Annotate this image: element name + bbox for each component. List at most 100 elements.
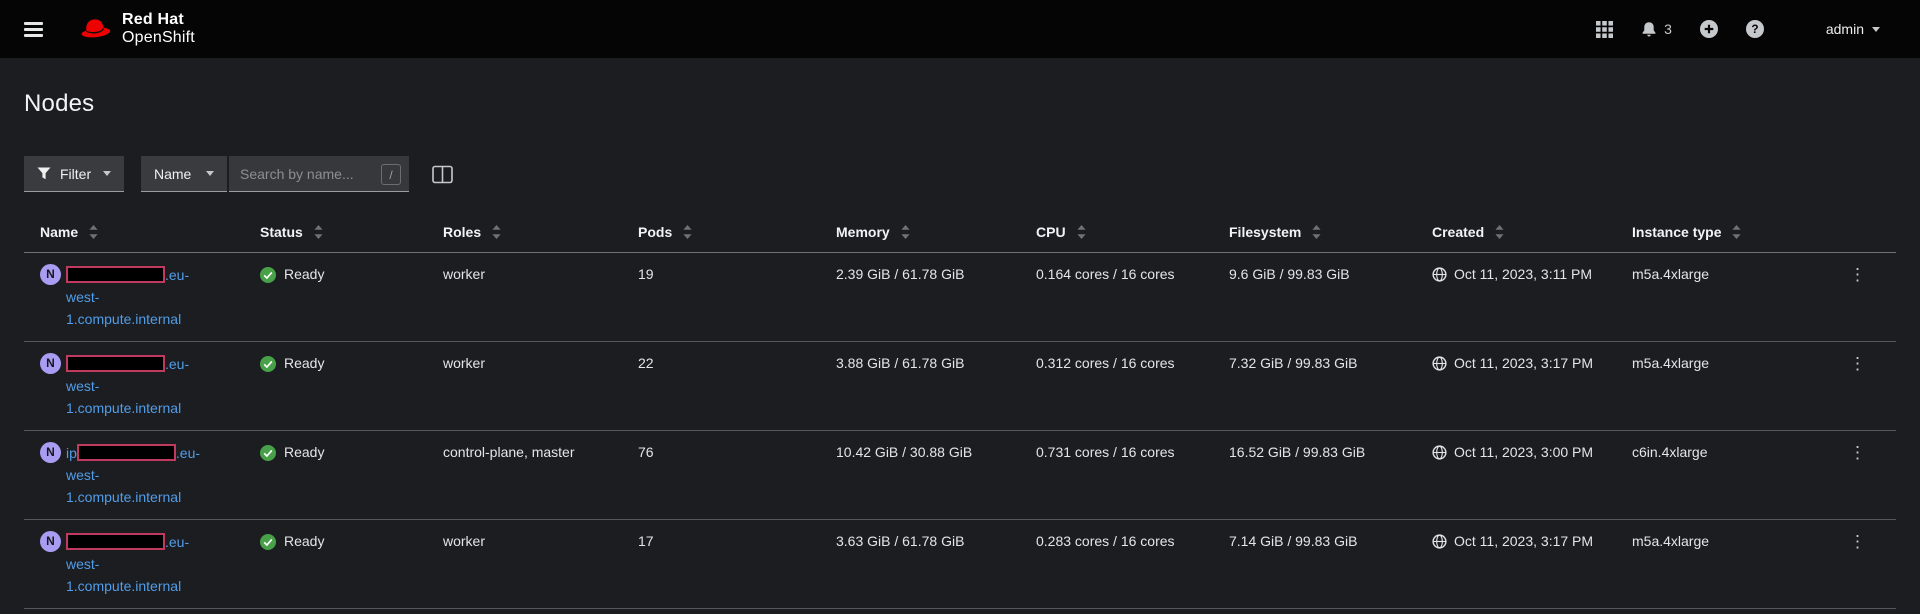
sort-icon — [683, 225, 692, 239]
cpu-cell: 0.283 cores / 16 cores — [1036, 533, 1175, 549]
search-field-wrap: / — [229, 156, 409, 192]
brand-logo[interactable]: Red Hat OpenShift — [76, 11, 195, 47]
column-header[interactable]: Memory — [820, 218, 1020, 253]
column-header[interactable]: Pods — [622, 218, 820, 253]
column-header[interactable]: Filesystem — [1213, 218, 1416, 253]
roles-cell: worker — [443, 266, 486, 282]
quick-create-button[interactable] — [1699, 20, 1718, 38]
status-text: Ready — [284, 266, 325, 282]
memory-cell: 2.39 GiB / 61.78 GiB — [836, 266, 965, 282]
roles-cell: worker — [443, 355, 486, 371]
columns-icon — [432, 165, 453, 183]
filter-dropdown-button[interactable]: Filter — [24, 156, 124, 192]
column-header-label: Created — [1432, 224, 1485, 240]
roles-cell: control-plane, master — [443, 444, 575, 460]
brand-text: Red Hat OpenShift — [122, 11, 195, 47]
page-title: Nodes — [24, 90, 95, 117]
node-resource-badge-icon: N — [40, 442, 61, 463]
redacted-node-name — [66, 266, 165, 283]
sort-icon — [1312, 225, 1321, 239]
nodes-page: Nodes Filter Name / — [0, 58, 1920, 609]
instance-type-cell: m5a.4xlarge — [1632, 266, 1710, 282]
table-header-row: Name Status Roles Pods Memory CPU Filesy… — [24, 218, 1896, 253]
sort-icon — [1076, 225, 1086, 239]
column-header-label: Instance type — [1632, 224, 1722, 240]
created-cell: Oct 11, 2023, 3:11 PM — [1416, 253, 1616, 342]
search-attribute-dropdown[interactable]: Name — [141, 156, 227, 192]
user-menu-button[interactable]: admin — [1826, 21, 1880, 37]
filesystem-cell: 16.52 GiB / 99.83 GiB — [1229, 444, 1366, 460]
memory-cell: 3.63 GiB / 61.78 GiB — [836, 533, 965, 549]
status-cell: Ready — [244, 342, 427, 431]
redacted-node-name — [66, 533, 165, 550]
created-text: Oct 11, 2023, 3:17 PM — [1454, 533, 1594, 549]
filesystem-cell: 7.14 GiB / 99.83 GiB — [1229, 533, 1358, 549]
chevron-down-icon — [1872, 26, 1880, 32]
column-header[interactable]: Created — [1416, 218, 1616, 253]
nodes-table-body: N .eu-west- 1.compute.internal Ready work… — [24, 253, 1896, 609]
cpu-cell: 0.164 cores / 16 cores — [1036, 266, 1175, 282]
column-header[interactable]: Instance type — [1616, 218, 1821, 253]
kebab-menu-button[interactable]: ⋮ — [1843, 264, 1872, 285]
timestamp-globe-icon — [1432, 267, 1447, 282]
masthead: Red Hat OpenShift 3 — [0, 0, 1920, 58]
redacted-node-name — [66, 355, 165, 372]
node-name-link[interactable]: .eu-west- 1.compute.internal — [66, 533, 190, 594]
column-header[interactable]: Name — [24, 218, 244, 253]
node-resource-badge-icon: N — [40, 531, 61, 552]
manage-columns-button[interactable] — [432, 165, 453, 184]
filter-toolbar: Filter Name / — [24, 156, 1896, 192]
created-text: Oct 11, 2023, 3:17 PM — [1454, 355, 1594, 371]
filter-funnel-icon — [37, 167, 51, 180]
chevron-down-icon — [103, 171, 111, 176]
status-text: Ready — [284, 355, 325, 371]
pods-cell: 17 — [638, 533, 654, 549]
column-header[interactable]: Roles — [427, 218, 622, 253]
created-text: Oct 11, 2023, 3:00 PM — [1454, 444, 1594, 460]
app-launcher-button[interactable] — [1596, 20, 1614, 38]
column-header-actions — [1821, 218, 1896, 253]
node-name-link[interactable]: .eu-west- 1.compute.internal — [66, 266, 190, 327]
node-name-link[interactable]: ip .eu-west- 1.compute.internal — [66, 444, 201, 505]
kebab-menu-button[interactable]: ⋮ — [1843, 353, 1872, 374]
status-text: Ready — [284, 444, 325, 460]
cpu-cell: 0.731 cores / 16 cores — [1036, 444, 1175, 460]
filter-dropdown-label: Filter — [60, 165, 92, 182]
chevron-down-icon — [206, 171, 214, 176]
node-name-link[interactable]: .eu-west- 1.compute.internal — [66, 355, 190, 416]
status-cell: Ready — [244, 520, 427, 609]
notifications-button[interactable]: 3 — [1641, 21, 1672, 38]
roles-cell: worker — [443, 533, 486, 549]
created-cell: Oct 11, 2023, 3:17 PM — [1416, 342, 1616, 431]
status-cell: Ready — [244, 253, 427, 342]
timestamp-globe-icon — [1432, 534, 1447, 549]
cpu-cell: 0.312 cores / 16 cores — [1036, 355, 1175, 371]
sort-icon — [1732, 225, 1742, 239]
nodes-table: Name Status Roles Pods Memory CPU Filesy… — [24, 218, 1896, 609]
help-button[interactable]: ? — [1745, 20, 1764, 38]
search-input[interactable] — [229, 156, 409, 192]
kebab-menu-button[interactable]: ⋮ — [1843, 442, 1872, 463]
brand-line1: Red Hat — [122, 11, 184, 28]
sort-icon — [1495, 225, 1504, 239]
kebab-menu-button[interactable]: ⋮ — [1843, 531, 1872, 552]
notification-count: 3 — [1664, 21, 1672, 37]
column-header[interactable]: CPU — [1020, 218, 1213, 253]
column-header[interactable]: Status — [244, 218, 427, 253]
timestamp-globe-icon — [1432, 445, 1447, 460]
instance-type-cell: c6in.4xlarge — [1632, 444, 1708, 460]
filesystem-cell: 7.32 GiB / 99.83 GiB — [1229, 355, 1358, 371]
name-cell: N ip .eu-west- 1.compute.internal — [24, 431, 244, 520]
pods-cell: 19 — [638, 266, 654, 282]
column-header-label: Status — [260, 224, 303, 240]
ready-check-circle-icon — [260, 355, 276, 372]
table-row: N .eu-west- 1.compute.internal Ready work… — [24, 253, 1896, 342]
table-row: N ip .eu-west- 1.compute.internal Ready co… — [24, 431, 1896, 520]
nav-toggle-hamburger-icon[interactable] — [24, 19, 50, 39]
instance-type-cell: m5a.4xlarge — [1632, 355, 1710, 371]
name-cell: N .eu-west- 1.compute.internal — [24, 253, 244, 342]
timestamp-globe-icon — [1432, 356, 1447, 371]
pods-cell: 76 — [638, 444, 654, 460]
column-header-label: Filesystem — [1229, 224, 1302, 240]
user-menu-label: admin — [1825, 21, 1864, 37]
